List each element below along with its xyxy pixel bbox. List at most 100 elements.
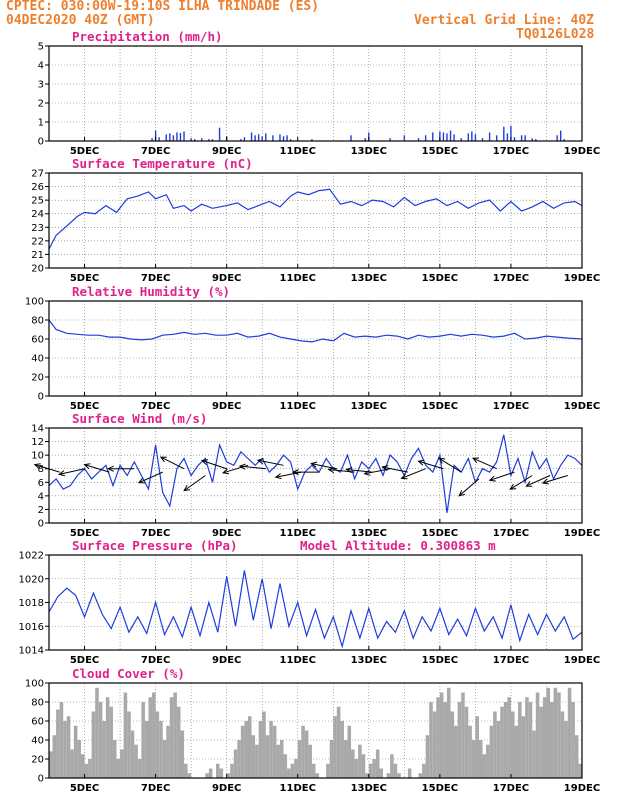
cloud-bar [166,725,170,778]
x-tick-label: 7DEC [141,655,170,666]
precip-bar [496,135,498,141]
cloud-bar [546,687,551,778]
y-tick-label: 24 [31,209,44,220]
cloud-bar [77,740,81,778]
precip-bar [424,135,427,141]
x-tick-label: 11DEC [280,146,316,157]
cloud-bar [216,763,220,778]
wind-arrow [471,457,497,470]
cloud-bar [63,721,67,778]
rh-series-line [48,319,583,343]
cloud-bar [308,744,312,778]
wind-arrow [137,471,163,484]
wind-arrow [200,459,227,470]
cloud-bar [120,749,124,778]
precip-bar [179,133,182,141]
wind-arrow [438,457,462,473]
wind-arrow [417,459,444,470]
cloud-bar [535,692,540,778]
cloud-bar [571,702,575,778]
precip-bar [449,130,452,141]
cloud-bar [375,749,380,778]
precip-bar [176,132,178,141]
x-tick-label: 11DEC [280,528,316,539]
cloud-bar [105,697,110,778]
cloud-bar [407,768,412,778]
cloud-bar [141,702,145,778]
cloud-bar [379,768,384,778]
cloud-bar [180,730,185,778]
pres-panel: 1014 1016 1018 1020 1022 5DEC 7DEC 9DEC 11DEC 13D… [19,538,601,666]
x-tick-label: 15DEC [422,401,458,412]
cloud-bar [489,725,494,778]
cloud-bar [304,730,309,778]
temp-series-line [48,188,583,250]
wind-arrow [83,463,110,473]
cloud-bar [425,735,430,778]
cloud-bar [450,711,455,778]
cloud-bar [255,744,259,778]
x-tick-label: 5DEC [70,783,99,794]
x-tick-label: 9DEC [212,273,241,284]
cloud-bar [503,702,508,778]
cloud-bar [251,735,256,778]
y-tick-label: 26 [31,182,44,193]
temp-title: Surface Temperature (nC) [72,156,253,171]
y-tick-label: 4 [38,61,44,72]
cloud-bar [91,711,96,778]
cloud-bar [574,735,579,778]
precip-bar [254,135,256,141]
cloud-bar [173,692,177,778]
cloud-bar [127,711,131,778]
cloud-panel: 0 20 40 60 80 100 5DEC 7DEC 9DEC 11DEC 13DEC 15DEC 1… [25,666,600,794]
cloud-bar [162,740,167,778]
y-tick-label: 1 [38,118,44,129]
cloud-bar [290,763,295,778]
cloud-bar [287,768,291,778]
x-tick-label: 5DEC [70,273,99,284]
x-tick-label: 19DEC [564,146,600,157]
x-tick-label: 17DEC [493,273,529,284]
x-tick-label: 11DEC [280,783,316,794]
cloud-bar [247,716,252,778]
cloud-bar [486,744,490,778]
precip-bar [240,139,242,141]
y-tick-label: 20 [31,373,44,384]
cloud-bar [269,721,273,778]
y-tick-label: 80 [31,316,44,327]
wind-arrow [458,478,480,497]
cloud-bar [358,744,362,778]
precip-bar [531,138,533,141]
cloud-bar [237,740,241,778]
precip-bar [261,136,263,141]
cloud-bar [230,763,234,778]
precip-bar [417,138,420,141]
x-tick-label: 9DEC [212,528,241,539]
precip-bar [158,137,160,141]
x-tick-label: 7DEC [141,528,170,539]
y-tick-label: 1018 [19,598,44,609]
cloud-bar [468,725,472,778]
precip-bar [151,138,153,141]
cloud-bar [301,725,305,778]
precip-bar [350,135,352,141]
cloud-bar [88,759,92,778]
cloud-bar [510,711,515,778]
cloud-bar [471,740,476,778]
cloud-bar [422,763,426,778]
y-tick-label: 80 [31,698,44,709]
cloud-bar [80,754,85,778]
wind-series-line [48,434,583,513]
cloud-bar [123,692,128,778]
precip-bar [446,133,448,141]
cloud-bar [461,692,465,778]
cloud-bar [52,735,57,778]
precip-bar [432,132,434,141]
cloud-bar [446,687,451,778]
x-tick-label: 5DEC [70,655,99,666]
x-tick-label: 11DEC [280,655,316,666]
cloud-bar [240,725,245,778]
y-tick-label: 1020 [19,574,44,585]
y-tick-label: 0 [38,519,44,530]
